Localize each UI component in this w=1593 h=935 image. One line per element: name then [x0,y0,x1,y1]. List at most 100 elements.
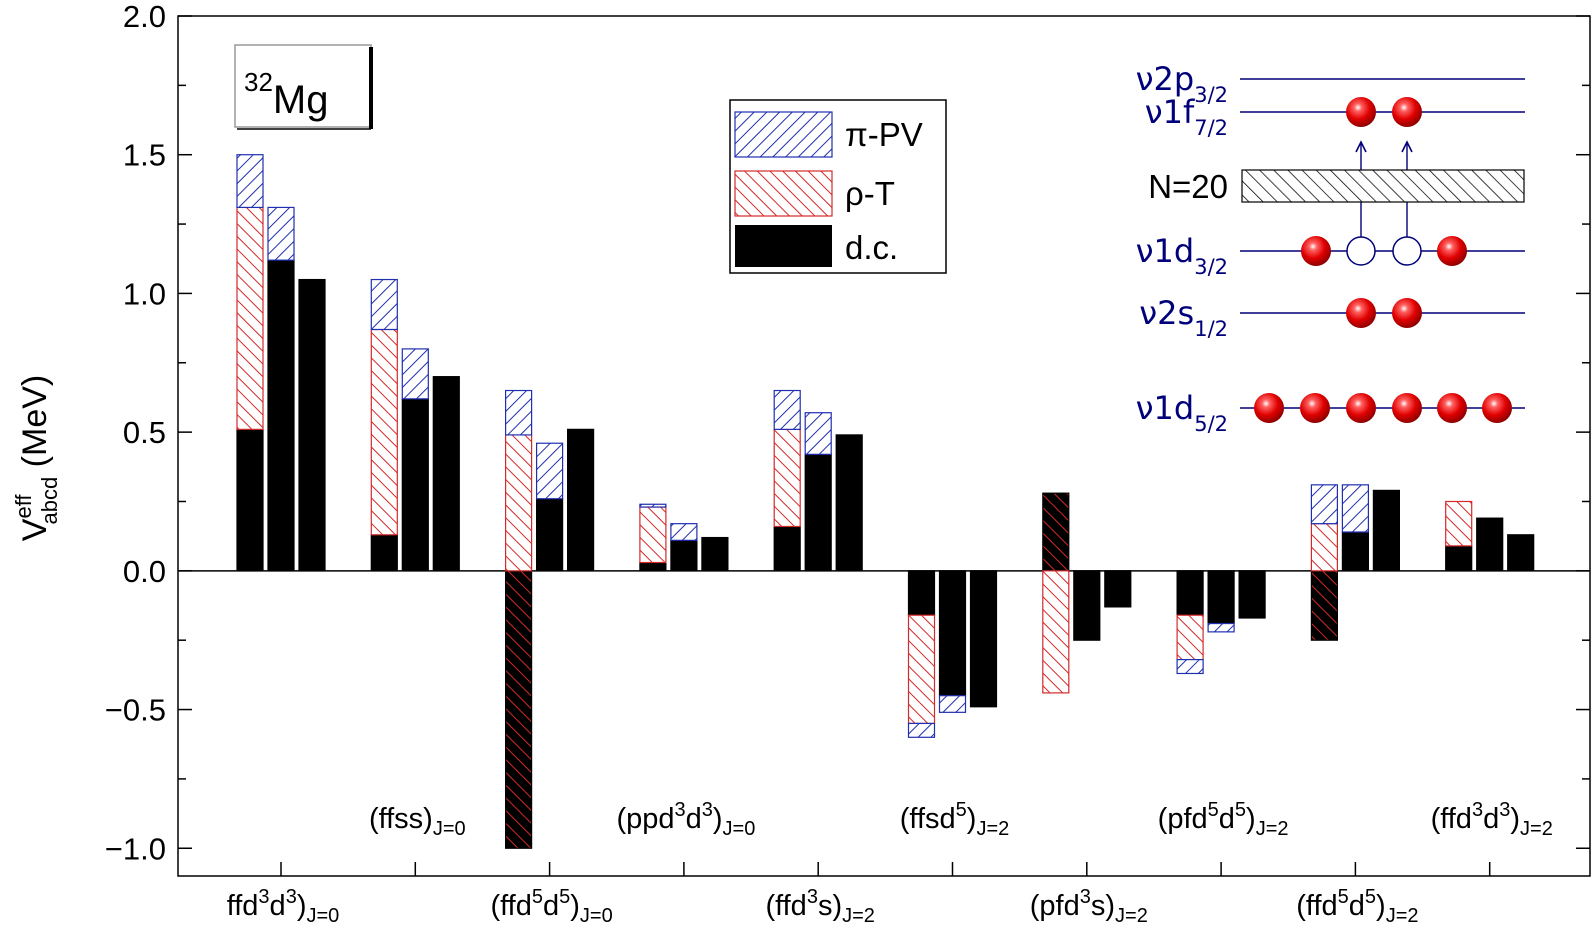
bar-dc [1042,492,1070,572]
orbit-label: ν2p3/2 [1136,60,1228,107]
bar-pi-pv [267,206,295,261]
neutron-particle [1346,298,1376,328]
bar-rho-t [907,614,936,725]
y-tick-label: −0.5 [105,693,166,728]
bar-dc [370,534,398,572]
neutron-particle [1392,97,1422,127]
bar-rho-t [505,434,533,572]
bar-rho-t [236,206,264,430]
bar-dc [969,570,998,708]
bar-dc [298,278,326,572]
legend-label-rho-t: ρ-T [845,175,895,212]
bar-dc [639,561,667,572]
bar-rho-t [1445,500,1473,547]
bar-dc [566,428,595,572]
neutron-particle [1392,393,1422,423]
y-tick-label: 0.0 [123,554,166,589]
neutron-particle [1346,393,1376,423]
orbit-label: ν2s1/2 [1139,294,1228,341]
bar-pi-pv [1341,484,1370,533]
neutron-particle [1392,298,1422,328]
bar-dc [804,453,832,572]
legend-swatch-dc [735,225,832,267]
category-label: (pfd5d5)J=2 [1158,799,1289,840]
category-label: (ffsd5)J=2 [900,799,1010,840]
bar-dc [1372,489,1401,572]
y-tick-label: 1.5 [123,138,166,173]
bar-dc [1310,570,1339,641]
bar-dc [401,398,429,572]
bar-pi-pv [804,412,832,455]
category-label: (ffd5d5)J=0 [490,886,612,927]
y-tick-label: −1.0 [105,831,166,866]
bar-pi-pv [773,389,801,430]
bar-dc [773,525,801,572]
bar-dc [835,434,863,572]
bar-dc [1507,534,1535,572]
bar-rho-t [1310,523,1339,572]
nucleus-label: 32Mg [234,44,373,130]
category-label: (ffd5d5)J=2 [1296,886,1418,927]
bar-dc [1176,570,1204,616]
category-label: (pfd3s)J=2 [1030,886,1148,927]
y-tick-label: 2.0 [123,0,166,34]
bar-dc [432,376,460,572]
legend: π-PV ρ-T d.c. [729,99,947,274]
neutron-particle [1482,393,1512,423]
neutron-particle [1301,236,1331,266]
category-label: (ppd3d3)J=0 [616,799,755,840]
orbit-label: ν1f7/2 [1145,93,1228,140]
bar-pi-pv [1207,622,1235,633]
plot-axes: 2.0 1.5 1.0 0.5 0.0 −0.5 −1.0 [105,0,1591,877]
bar-pi-pv [670,523,698,541]
bar-pi-pv [938,695,967,713]
bar-dc [1207,570,1235,625]
svg-text:32Mg: 32Mg [244,67,329,122]
bar-pi-pv [1310,484,1339,525]
legend-swatch-rho-t [734,170,833,217]
neutron-particle [1346,97,1376,127]
bar-pi-pv [236,154,264,209]
bar-rho-t [1176,614,1204,661]
neutron-particle [1300,393,1330,423]
legend-label-dc: d.c. [845,229,898,266]
bar-pi-pv [401,348,429,400]
category-label: (ffd3s)J=2 [765,886,875,927]
shell-gap [1241,169,1525,203]
bar-pi-pv [535,442,564,500]
legend-swatch-pi-pv [734,111,833,158]
bar-pi-pv [907,722,936,738]
neutron-particle [1437,236,1467,266]
bar-dc [907,570,936,616]
arrow-head-icon [1401,140,1413,153]
y-tick-label: 1.0 [123,276,166,311]
arrow-head-icon [1355,140,1367,153]
bar-dc [1238,570,1266,619]
category-label: ffd3d3)J=0 [227,886,340,927]
bar-rho-t [639,506,667,564]
bar-dc [1476,517,1504,572]
bar-pi-pv [639,503,667,508]
category-label: (ffd3d3)J=2 [1431,799,1553,840]
legend-label-pi-pv: π-PV [845,116,923,153]
neutron-hole [1392,236,1422,266]
bar-pi-pv [1176,659,1204,675]
bar-dc [701,536,729,572]
y-axis-label: Veffabcd (MeV) [11,375,62,541]
orbit-label: ν1d3/2 [1136,232,1228,279]
bar-dc [1445,545,1473,572]
bar-dc [938,570,967,697]
bar-rho-t [773,428,801,528]
plot-frame [177,15,1591,877]
bar-pi-pv [505,389,533,436]
bar-dc [505,570,533,849]
bar-dc [535,498,564,572]
bar-dc [236,428,264,572]
neutron-particle [1437,393,1467,423]
bar-pi-pv [370,278,398,331]
shell-gap-label: N=20 [1148,168,1228,205]
bar-dc [267,259,295,572]
orbit-label: ν1d5/2 [1136,389,1228,436]
bar-rho-t [1042,570,1070,694]
